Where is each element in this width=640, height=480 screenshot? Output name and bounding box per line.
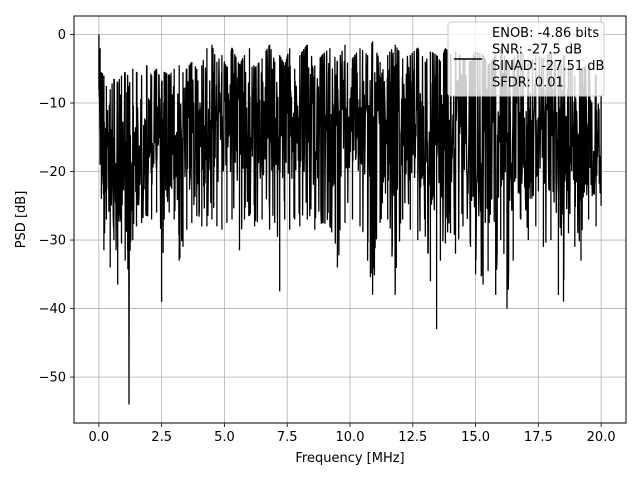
x-axis-label: Frequency [MHz] — [295, 451, 404, 466]
legend-label-line: SFDR: 0.01 — [492, 76, 564, 91]
x-tick-label: 7.5 — [277, 430, 298, 445]
y-tick-label: 0 — [58, 28, 66, 43]
x-tick-label: 0.0 — [89, 430, 110, 445]
legend-label-line: ENOB: -4.86 bits — [492, 26, 599, 41]
psd-trace — [98, 34, 602, 405]
y-tick-label: −20 — [39, 165, 66, 180]
legend-label-line: SINAD: -27.51 dB — [492, 59, 604, 74]
x-tick-label: 2.5 — [151, 430, 172, 445]
psd-series — [98, 34, 602, 405]
legend-box — [447, 21, 605, 97]
x-tick-label: 17.5 — [524, 430, 553, 445]
x-tick-label: 12.5 — [398, 430, 427, 445]
y-tick-label: −50 — [39, 371, 66, 386]
x-tick-label: 10.0 — [336, 430, 365, 445]
x-tick-label: 15.0 — [461, 430, 490, 445]
y-tick-label: −10 — [39, 97, 66, 112]
y-tick-label: −40 — [39, 302, 66, 317]
y-tick-label: −30 — [39, 234, 66, 249]
x-tick-label: 20.0 — [587, 430, 616, 445]
axis-ticks: 0.0 2.5 5.0 7.5 10.0 12.5 15.0 17.5 20.0 0 −10 −20 −… — [39, 28, 616, 445]
x-tick-label: 5.0 — [214, 430, 235, 445]
y-axis-label: PSD [dB] — [14, 191, 29, 249]
legend-label-line: SNR: -27.5 dB — [492, 43, 582, 58]
